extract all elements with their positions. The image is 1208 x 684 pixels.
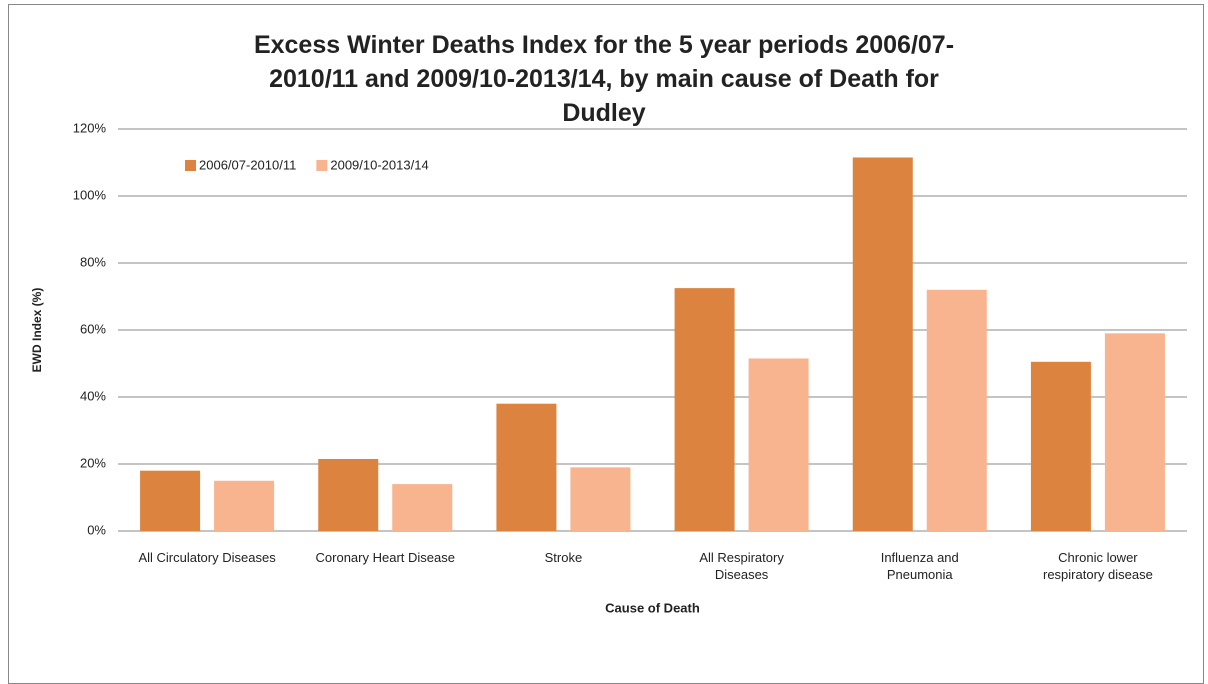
- y-tick-label: 60%: [80, 321, 106, 336]
- x-tick-label: All Circulatory Diseases: [138, 550, 276, 565]
- title-box: Excess Winter Deaths Index for the 5 yea…: [0, 28, 1208, 130]
- legend-label: 2006/07-2010/11: [199, 157, 296, 172]
- x-tick-label: Influenza and Pneumonia: [880, 550, 959, 582]
- y-tick-label: 20%: [80, 455, 106, 470]
- y-tick-label: 80%: [80, 254, 106, 269]
- bar: [1030, 361, 1091, 531]
- bar: [318, 458, 379, 531]
- bar: [1104, 333, 1165, 531]
- bar: [392, 484, 453, 531]
- bar: [748, 358, 809, 531]
- x-tick-label: Stroke: [544, 550, 583, 565]
- x-tick-label: Coronary Heart Disease: [315, 550, 455, 565]
- legend-swatch: [316, 160, 328, 171]
- chart-title: Excess Winter Deaths Index for the 5 yea…: [253, 31, 955, 127]
- bar: [570, 467, 631, 531]
- x-axis-title: Cause of Death: [605, 600, 700, 615]
- y-axis-title: EWD Index (%): [30, 288, 44, 373]
- y-tick-label: 120%: [73, 120, 107, 135]
- x-tick-label: Chronic lower respiratory disease: [1042, 550, 1153, 582]
- bar: [674, 288, 735, 531]
- bar: [140, 470, 201, 531]
- bar: [214, 480, 275, 531]
- y-tick-label: 0%: [87, 522, 106, 537]
- y-tick-label: 40%: [80, 388, 106, 403]
- bar: [852, 157, 913, 531]
- bar: [926, 289, 987, 531]
- y-tick-label: 100%: [73, 187, 107, 202]
- x-tick-label: All Respiratory Diseases: [699, 550, 784, 582]
- bar: [496, 403, 557, 531]
- legend-swatch: [185, 160, 196, 171]
- legend-label: 2009/10-2013/14: [330, 157, 428, 172]
